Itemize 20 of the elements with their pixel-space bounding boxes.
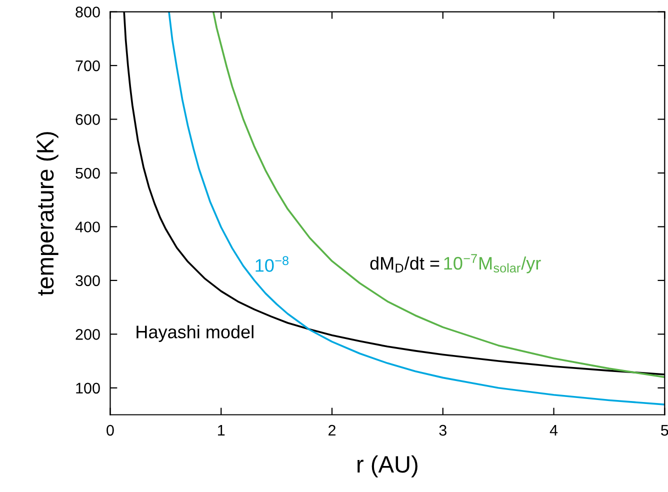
x-tick-label: 0: [106, 424, 114, 436]
series-label: Hayashi model: [136, 325, 254, 342]
x-tick-label: 4: [550, 425, 558, 436]
x-tick-label: 1: [218, 425, 225, 436]
x-tick-label: 3: [439, 424, 446, 436]
y-tick-label: 500: [76, 168, 100, 179]
y-tick-label: 700: [76, 60, 100, 72]
y-tick-label: 400: [75, 222, 100, 232]
y-tick-label: 300: [76, 275, 100, 286]
y-tick-label: 100: [76, 382, 100, 394]
y-axis-title: temperature (K): [36, 132, 58, 296]
x-axis-title: r (AU): [358, 455, 418, 478]
annotation: dM$_{D}$/dt =: [370, 256, 440, 272]
text: 10$^{−7}$M$_{solar}$/yr: [444, 254, 541, 274]
y-tick-label: 800: [76, 6, 100, 18]
x-tick-label: 5: [661, 425, 668, 436]
y-tick-label: 600: [76, 114, 100, 125]
series-label: 10$^{−8}$: [256, 256, 288, 272]
x-tick-label: 2: [328, 424, 336, 436]
y-tick-label: 200: [76, 329, 100, 340]
